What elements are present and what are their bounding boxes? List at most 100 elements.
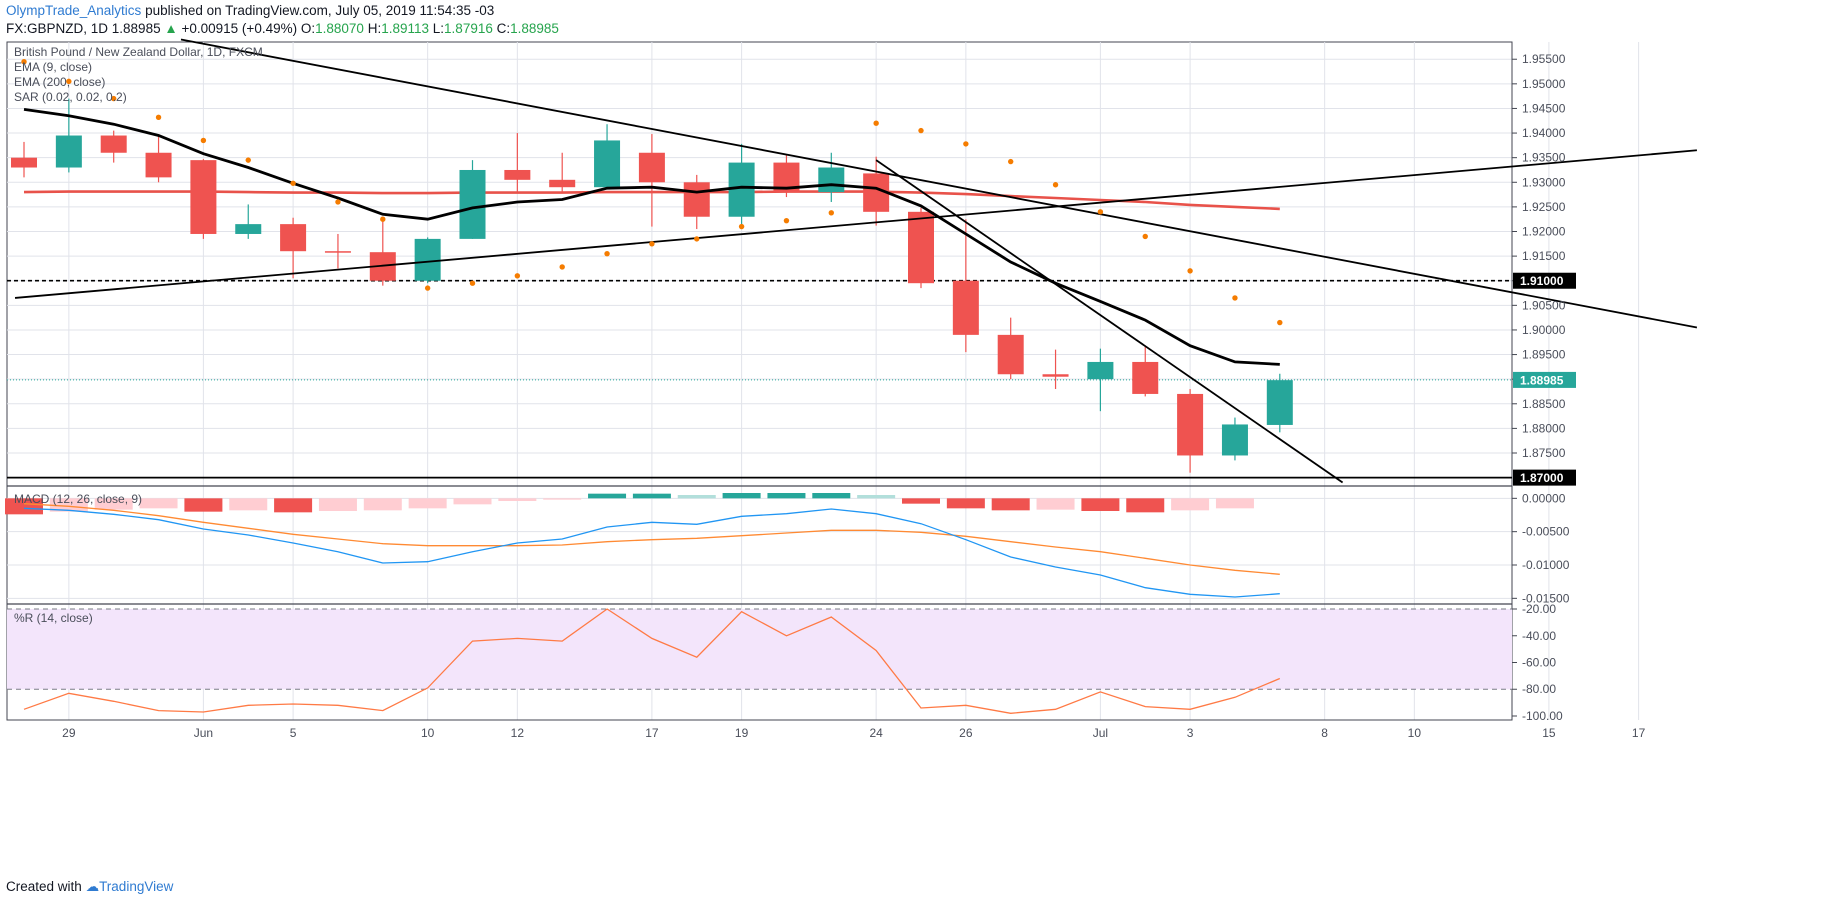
sar-dot (155, 114, 162, 121)
trendline (180, 38, 1698, 329)
macd-histogram-bar (722, 493, 761, 499)
candle-body (11, 157, 37, 168)
macd-histogram-bar (5, 498, 43, 515)
tradingview-brand-link[interactable]: TradingView (99, 879, 174, 894)
level-price-badge-text: 1.87000 (1520, 471, 1564, 485)
candle-body (190, 160, 217, 234)
candle-body (100, 135, 127, 153)
sar-dot (918, 127, 924, 134)
candle-body (638, 152, 665, 183)
sar-dot (200, 137, 207, 144)
main-pane-title: British Pound / New Zealand Dollar, 1D, … (14, 45, 263, 59)
price-tick-label: 1.90000 (1522, 323, 1566, 337)
sar-dot (649, 241, 655, 247)
price-tick-label: 1.95000 (1522, 77, 1566, 91)
sar-dot (783, 217, 790, 224)
macd-histogram-bar (632, 493, 671, 499)
chart-canvas[interactable]: British Pound / New Zealand Dollar, 1D, … (0, 0, 1828, 880)
candle-body (1042, 374, 1069, 377)
tradingview-logo-icon: ☁ (85, 879, 100, 894)
wr-tick-label: -40.00 (1522, 629, 1556, 643)
price-tick-label: 1.92000 (1522, 225, 1566, 239)
macd-histogram-bar (1126, 498, 1165, 513)
high-value: 1.89113 (381, 21, 430, 36)
macd-histogram-bar (49, 498, 88, 512)
candle-body (1132, 361, 1159, 394)
macd-histogram-bar (453, 498, 492, 505)
candle-body (1221, 424, 1248, 456)
time-tick-label: 17 (645, 726, 659, 740)
macd-histogram-bar (588, 493, 627, 499)
ema9-line (23, 108, 1280, 366)
sar-dot (873, 120, 879, 126)
candle-body (549, 179, 576, 188)
price-tick-label: 1.87500 (1522, 446, 1566, 460)
macd-signal-line (23, 503, 1280, 575)
macd-histogram-bar (946, 498, 985, 509)
footer: Created with ☁TradingView (6, 879, 173, 895)
candle-body (324, 251, 351, 253)
wr-overbought-oversold-band (7, 609, 1512, 690)
macd-tick-label: 0.00000 (1522, 491, 1566, 505)
sar-dot (469, 280, 476, 286)
time-tick-label: 26 (959, 726, 973, 740)
level-price-badge (1513, 469, 1576, 486)
macd-tick-label: -0.01500 (1522, 591, 1570, 605)
candle-body (1087, 361, 1114, 380)
wr-tick-label: -80.00 (1522, 682, 1556, 696)
candle-body (235, 224, 262, 234)
time-tick-label: 10 (421, 726, 435, 740)
macd-histogram-bar (991, 498, 1030, 511)
last-price: 1.88985 (111, 21, 161, 36)
macd-histogram-bar (274, 498, 313, 513)
time-tick-label: Jul (1093, 726, 1108, 740)
macd-histogram-bar (139, 498, 178, 509)
macd-line (23, 507, 1280, 598)
indicator-label: SAR (0.02, 0.02, 0.2) (14, 90, 127, 104)
price-tick-label: 1.93000 (1522, 175, 1566, 189)
chart-header: OlympTrade_Analytics published on Tradin… (0, 0, 1828, 40)
time-tick-label: 3 (1187, 726, 1194, 740)
sar-dot (380, 216, 386, 222)
close-label: C: (496, 21, 511, 36)
time-tick-label: 5 (290, 726, 297, 740)
macd-histogram-bar (318, 498, 357, 511)
open-label: O: (300, 21, 316, 36)
trendline (875, 159, 1344, 484)
open-value: 1.88070 (315, 21, 364, 36)
indicator-label: EMA (200, close) (14, 75, 105, 89)
macd-histogram-bar (767, 493, 806, 499)
candle-body (728, 162, 755, 217)
macd-histogram-bar (1215, 498, 1254, 509)
price-tick-label: 1.94000 (1522, 126, 1566, 140)
candle-body (55, 135, 82, 168)
trendline (14, 149, 1697, 299)
sar-dot (694, 236, 700, 242)
macd-histogram-bar (1081, 498, 1120, 511)
sar-dot (1187, 268, 1193, 274)
price-tick-label: 1.95500 (1522, 52, 1566, 66)
sar-dot (1232, 295, 1238, 301)
candle-body (908, 211, 934, 284)
sar-dot (963, 141, 969, 147)
high-label: H: (367, 21, 382, 36)
macd-histogram-bar (94, 498, 133, 510)
candle-body (997, 334, 1024, 375)
candle-body (683, 182, 710, 217)
price-tick-label: 1.88500 (1522, 397, 1566, 411)
candle-body (459, 169, 486, 239)
sar-dot (559, 264, 565, 270)
macd-histogram-bar (1171, 498, 1210, 511)
last-price-badge (1513, 371, 1576, 388)
wr-tick-label: -60.00 (1522, 656, 1556, 670)
candle-body (145, 152, 172, 178)
macd-histogram-bar (184, 498, 223, 512)
last-price-badge-text: 1.88985 (1520, 373, 1564, 387)
sar-dot (1008, 158, 1014, 165)
candle-body (818, 167, 845, 193)
wr-tick-label: -100.00 (1522, 709, 1563, 723)
macd-tick-label: -0.01000 (1522, 558, 1570, 572)
indicator-label: EMA (9, close) (14, 60, 92, 74)
macd-tick-label: -0.00500 (1522, 525, 1570, 539)
author-link[interactable]: OlympTrade_Analytics (6, 3, 142, 18)
